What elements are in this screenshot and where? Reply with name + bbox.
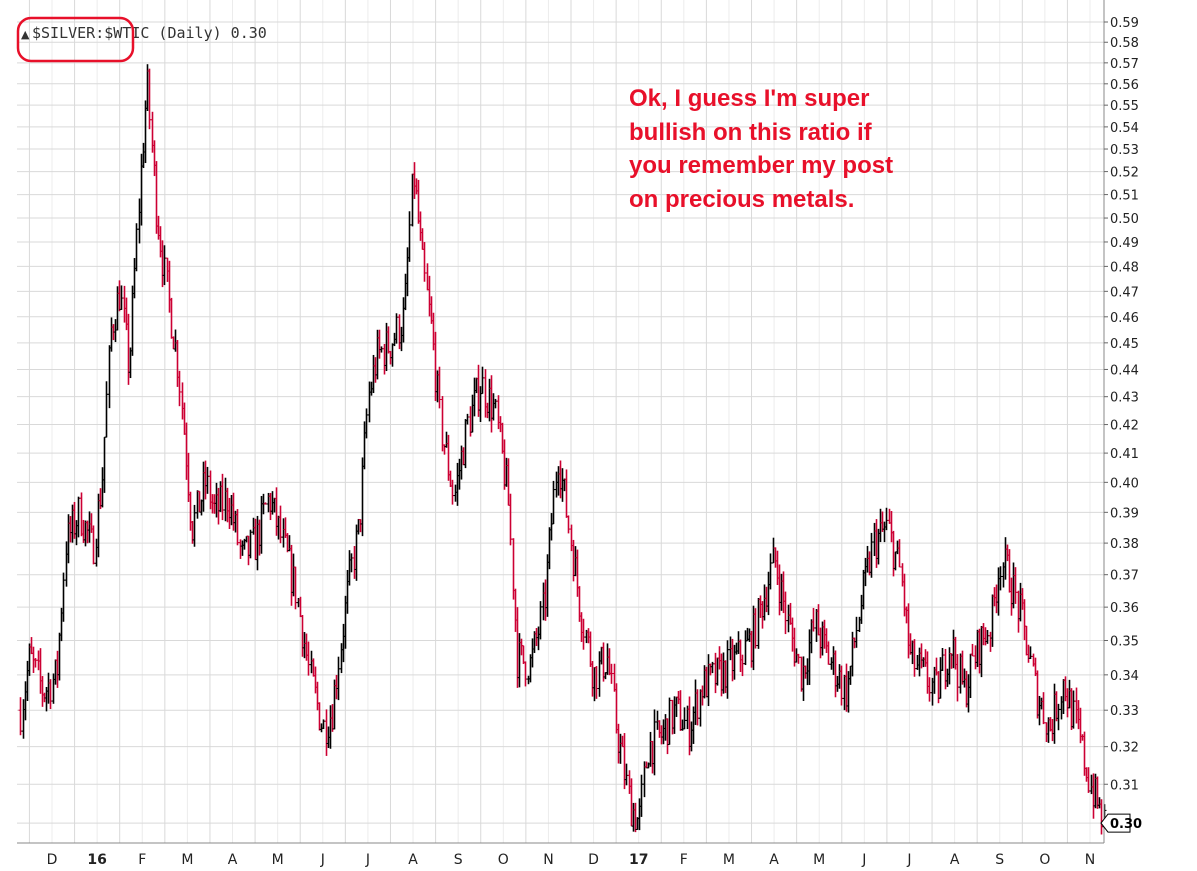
y-tick-label: 0.46 <box>1110 311 1139 326</box>
x-tick-label: A <box>408 852 418 868</box>
plot-background <box>17 0 1104 843</box>
y-tick-label: 0.49 <box>1110 236 1139 251</box>
annotation-text: Ok, I guess I'm super bullish on this ra… <box>629 85 894 213</box>
x-tick-label: F <box>138 852 146 868</box>
y-tick-label: 0.56 <box>1110 78 1139 93</box>
x-tick-label: M <box>813 852 825 868</box>
y-tick-label: 0.59 <box>1110 16 1139 31</box>
x-tick-label: 17 <box>629 852 648 868</box>
y-tick-label: 0.57 <box>1110 57 1139 72</box>
x-tick-label: D <box>588 852 599 868</box>
x-tick-label: A <box>769 852 779 868</box>
y-tick-label: 0.45 <box>1110 337 1139 352</box>
x-tick-label: F <box>680 852 688 868</box>
y-tick-label: 0.41 <box>1110 447 1139 462</box>
ohlc-bars <box>18 64 1107 835</box>
x-tick-label: 16 <box>87 852 106 868</box>
y-tick-label: 0.52 <box>1110 166 1139 181</box>
x-tick-label: A <box>950 852 960 868</box>
x-tick-label: S <box>454 852 463 868</box>
y-tick-label: 0.42 <box>1110 419 1139 434</box>
y-tick-label: 0.37 <box>1110 569 1139 584</box>
y-axis-ticks: 0.31 0.32 0.33 0.34 0.35 0.36 0.37 0.38 0.39 0.40… <box>1104 16 1139 824</box>
y-tick-label: 0.55 <box>1110 99 1139 114</box>
chart-title: $SILVER:$WTIC (Daily) 0.30 <box>32 24 267 42</box>
x-tick-label: J <box>365 852 370 868</box>
x-axis-ticks: D 16 F M A M J J A S O N D 17 F M A M J J A S O N <box>47 852 1096 868</box>
x-tick-label: A <box>228 852 238 868</box>
y-tick-label: 0.35 <box>1110 635 1139 650</box>
y-tick-label: 0.36 <box>1110 601 1139 616</box>
x-tick-label: N <box>543 852 553 868</box>
x-tick-label: J <box>906 852 911 868</box>
y-tick-label: 0.38 <box>1110 537 1139 552</box>
y-tick-label: 0.58 <box>1110 36 1139 51</box>
legend-prefix-icon: ▲ <box>21 28 30 41</box>
y-tick-label: 0.44 <box>1110 363 1139 378</box>
x-tick-label: J <box>861 852 866 868</box>
y-tick-label: 0.53 <box>1110 143 1139 158</box>
highlight-circle <box>16 16 135 63</box>
x-tick-label: O <box>498 852 509 868</box>
last-value-arrow <box>1100 813 1131 833</box>
x-tick-label: M <box>272 852 284 868</box>
y-tick-label: 0.34 <box>1110 669 1139 684</box>
last-value-label: 0.30 <box>1110 817 1142 832</box>
y-tick-label: 0.31 <box>1110 778 1139 793</box>
x-tick-label: D <box>47 852 58 868</box>
last-value-marker: 0.30 <box>1100 813 1142 833</box>
x-tick-label: M <box>181 852 193 868</box>
y-tick-label: 0.51 <box>1110 189 1139 204</box>
y-tick-label: 0.32 <box>1110 741 1139 756</box>
x-tick-label: J <box>320 852 325 868</box>
y-tick-label: 0.40 <box>1110 476 1139 491</box>
x-tick-label: S <box>995 852 1004 868</box>
y-tick-label: 0.47 <box>1110 285 1139 300</box>
x-tick-label: N <box>1085 852 1095 868</box>
x-tick-label: O <box>1039 852 1050 868</box>
x-tick-label: M <box>723 852 735 868</box>
vertical-grid <box>28 0 1091 843</box>
y-tick-label: 0.39 <box>1110 506 1139 521</box>
y-tick-label: 0.50 <box>1110 212 1139 227</box>
y-tick-label: 0.54 <box>1110 121 1139 136</box>
y-tick-label: 0.33 <box>1110 704 1139 719</box>
y-tick-label: 0.48 <box>1110 260 1139 275</box>
y-tick-label: 0.43 <box>1110 391 1139 406</box>
chart-legend: ▲ $SILVER:$WTIC (Daily) 0.30 <box>21 24 267 42</box>
